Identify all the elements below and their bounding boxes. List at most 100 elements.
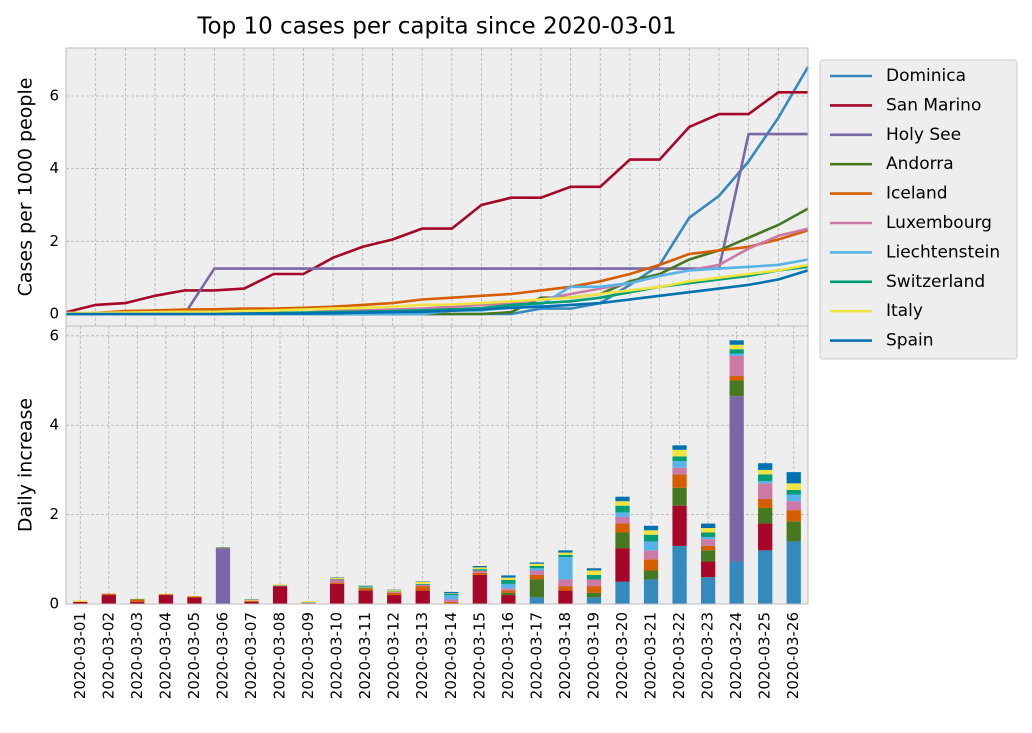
bar-segment: [758, 463, 773, 470]
chart-title: Top 10 cases per capita since 2020-03-01: [196, 14, 676, 40]
x-tick-label: 2020-03-22: [670, 612, 688, 699]
bar-segment: [729, 340, 744, 345]
bar-segment: [786, 483, 801, 491]
bar-segment: [700, 550, 716, 562]
legend-label: Holy See: [886, 125, 961, 145]
bar-segment: [415, 583, 430, 585]
bar-segment: [301, 601, 316, 603]
bar-segment: [472, 574, 487, 604]
bar-segment: [501, 592, 516, 596]
x-tick-label: 2020-03-21: [642, 612, 660, 699]
bar-segment: [729, 349, 744, 354]
y-tick-label: 0: [49, 595, 59, 613]
bar-segment: [700, 545, 716, 551]
bar-segment: [558, 554, 573, 558]
y-tick-label: 4: [49, 159, 59, 177]
bar-segment: [615, 505, 630, 513]
bar-segment: [101, 593, 116, 596]
bar-segment: [700, 539, 716, 546]
line-series: [65, 229, 809, 316]
bar-segment: [415, 590, 430, 604]
bar-segment: [415, 586, 430, 591]
bar-segment: [758, 474, 773, 482]
x-tick-label: 2020-03-03: [128, 612, 146, 699]
bar-segment: [529, 568, 545, 571]
legend-label: San Marino: [886, 95, 981, 115]
bar-segment: [700, 561, 716, 578]
bar-segment: [501, 595, 516, 604]
x-tick-label: 2020-03-26: [784, 612, 802, 699]
x-tick-label: 2020-03-01: [71, 612, 89, 699]
bar-segment: [672, 467, 687, 475]
bar-segment: [586, 597, 602, 604]
legend-label: Switzerland: [886, 272, 985, 292]
legend-label: Liechtenstein: [886, 242, 1000, 262]
bar-segment: [758, 469, 773, 475]
bar-segment: [672, 545, 687, 604]
bar-segment: [215, 548, 231, 604]
bottom-plot-area: [66, 326, 808, 604]
x-tick-label: 2020-03-18: [556, 612, 574, 699]
bar-segment: [358, 586, 373, 588]
bar-segment: [700, 523, 716, 529]
bar-segment: [358, 587, 373, 589]
bar-segment: [672, 445, 687, 450]
bar-segment: [615, 548, 630, 582]
bar-segment: [643, 579, 659, 604]
x-tick-label: 2020-03-09: [299, 612, 317, 699]
x-tick-label: 2020-03-24: [727, 612, 745, 699]
y-tick-label: 4: [49, 416, 59, 434]
bar-segment: [244, 601, 259, 604]
x-tick-label: 2020-03-06: [213, 612, 231, 699]
bar-segment: [529, 570, 545, 575]
legend-label: Dominica: [886, 66, 966, 86]
bar-segment: [700, 532, 716, 537]
bar-segment: [244, 599, 259, 601]
bar-segment: [758, 550, 773, 604]
legend-label: Spain: [886, 331, 934, 351]
y-tick-label: 6: [49, 326, 59, 344]
x-tick-label: 2020-03-25: [756, 612, 774, 699]
bar-segment: [501, 588, 516, 591]
bottom-frame: [65, 325, 809, 605]
bar-segment: [472, 567, 487, 570]
x-tick-label: 2020-03-02: [99, 612, 117, 699]
legend-label: Luxembourg: [886, 213, 992, 233]
bar-segment: [786, 472, 801, 484]
bar-segment: [387, 592, 402, 596]
bar-segment: [643, 530, 659, 535]
bar-segment: [444, 593, 459, 596]
bar-segment: [558, 579, 573, 587]
bar-segment: [586, 592, 602, 598]
bar-segment: [643, 525, 659, 531]
bar-segment: [358, 585, 373, 587]
bar-segment: [786, 541, 801, 604]
legend-label: Italy: [886, 301, 923, 321]
bar-segment: [786, 501, 801, 511]
bar-segment: [329, 582, 345, 584]
bar-segment: [529, 562, 545, 564]
bar-segment: [358, 588, 373, 591]
bar-segment: [786, 490, 801, 495]
bar-segment: [272, 586, 288, 604]
x-tick-label: 2020-03-17: [527, 612, 545, 699]
legend-label: Andorra: [886, 154, 954, 174]
line-series: [66, 263, 809, 315]
bar-segment: [643, 570, 659, 580]
bar-segment: [700, 577, 716, 604]
bar-segment: [130, 601, 145, 604]
bar-segment: [501, 590, 516, 593]
bar-segment: [387, 591, 402, 593]
bar-segment: [786, 510, 801, 522]
bar-segment: [387, 595, 402, 604]
bar-segment: [558, 557, 573, 580]
y-tick-label: 0: [49, 305, 59, 323]
bar-segment: [786, 521, 801, 542]
bar-segment: [643, 550, 659, 560]
bar-segment: [387, 590, 402, 592]
bar-segment: [672, 487, 687, 506]
x-tick-label: 2020-03-14: [442, 612, 460, 699]
bar-segment: [672, 449, 687, 457]
bar-segment: [643, 541, 659, 551]
y-axis-label: Cases per 1000 people: [15, 78, 37, 297]
